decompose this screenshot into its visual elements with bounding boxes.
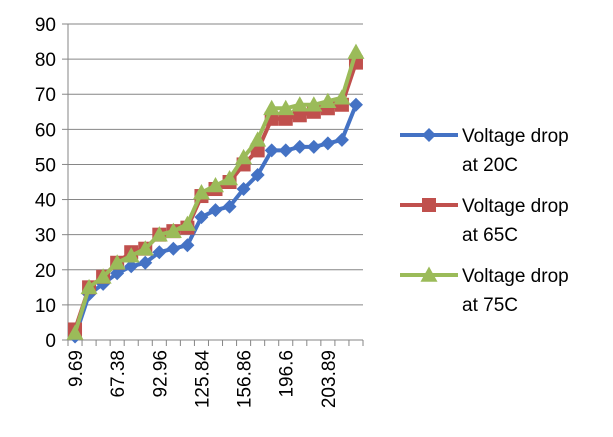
y-tick-label: 30 xyxy=(35,226,56,247)
y-tick-label: 20 xyxy=(35,261,56,282)
data-point-marker xyxy=(319,92,337,109)
x-tick-label: 92.96 xyxy=(150,350,171,398)
data-point-marker xyxy=(138,255,153,270)
axes xyxy=(62,23,364,346)
data-point-marker xyxy=(250,167,265,182)
y-tick-label: 10 xyxy=(35,296,56,317)
legend-item-2: Voltage drop at 65C xyxy=(400,196,569,246)
data-point-marker xyxy=(292,139,307,154)
series-group xyxy=(66,43,365,344)
legend-marker xyxy=(420,266,438,282)
data-point-marker xyxy=(305,96,323,112)
data-point-marker xyxy=(278,111,293,126)
data-point-marker xyxy=(334,132,349,147)
legend-label-line2: at 20C xyxy=(462,155,518,176)
y-tick-label: 70 xyxy=(35,85,56,106)
data-point-marker xyxy=(320,136,335,151)
data-point-marker xyxy=(110,266,125,281)
y-tick-label: 60 xyxy=(35,120,56,141)
legend-marker xyxy=(422,128,436,142)
data-point-marker xyxy=(122,247,140,263)
data-point-marker xyxy=(152,245,167,260)
series-line xyxy=(73,104,358,338)
data-point-marker xyxy=(291,96,309,112)
legend-label-line1: Voltage drop xyxy=(462,126,569,147)
data-point-marker xyxy=(194,210,209,225)
y-tick-label: 80 xyxy=(35,50,56,71)
data-point-marker xyxy=(207,177,224,193)
data-point-marker xyxy=(66,324,84,340)
data-point-marker xyxy=(124,259,139,274)
legend-label-line2: at 75C xyxy=(462,295,518,316)
x-tick-label: 156.86 xyxy=(235,350,256,408)
tick-labels: 0 10 20 30 40 50 60 70 80 90 9.69 67.38 92.96 125.84 1… xyxy=(35,15,340,408)
data-point-marker xyxy=(292,108,307,123)
legend-label-line2: at 65C xyxy=(462,225,518,246)
series-2 xyxy=(68,55,363,337)
data-point-marker xyxy=(278,143,293,158)
data-point-marker xyxy=(333,89,351,105)
y-tick-label: 40 xyxy=(35,191,56,212)
y-tick-label: 90 xyxy=(35,15,56,36)
data-point-marker xyxy=(263,99,281,116)
x-tick-label: 125.84 xyxy=(192,350,213,409)
data-point-marker xyxy=(306,139,321,154)
data-point-marker xyxy=(166,241,181,256)
data-point-marker xyxy=(136,240,154,256)
data-point-marker xyxy=(192,184,210,200)
data-point-marker xyxy=(150,226,168,242)
data-point-marker xyxy=(208,203,223,218)
data-point-marker xyxy=(94,268,112,284)
data-point-marker xyxy=(221,169,239,186)
y-tick-label: 0 xyxy=(45,331,56,352)
data-point-marker xyxy=(348,97,363,112)
legend-marker xyxy=(422,198,436,212)
data-point-marker xyxy=(249,131,267,147)
x-tick-label: 203.89 xyxy=(319,350,340,408)
series-3 xyxy=(66,43,365,340)
data-point-marker xyxy=(222,199,237,214)
data-point-marker xyxy=(236,182,251,197)
data-point-marker xyxy=(164,222,182,238)
x-tick-label: 67.38 xyxy=(108,350,129,398)
legend-item-1: Voltage drop at 20C xyxy=(400,126,569,176)
legend-label-line1: Voltage drop xyxy=(462,196,569,217)
legend-label-line1: Voltage drop xyxy=(462,266,569,287)
data-point-marker xyxy=(347,43,365,59)
data-point-marker xyxy=(178,215,196,231)
series-1 xyxy=(68,97,363,344)
y-tick-label: 50 xyxy=(35,155,56,176)
data-point-marker xyxy=(80,278,98,295)
data-point-marker xyxy=(180,238,195,253)
legend-item-3: Voltage drop at 75C xyxy=(400,266,569,316)
data-point-marker xyxy=(108,254,126,270)
data-point-marker xyxy=(264,143,279,158)
x-tick-label: 196.6 xyxy=(277,350,298,398)
x-tick-label: 9.69 xyxy=(66,350,87,387)
data-point-marker xyxy=(235,148,253,165)
data-point-marker xyxy=(277,99,295,116)
